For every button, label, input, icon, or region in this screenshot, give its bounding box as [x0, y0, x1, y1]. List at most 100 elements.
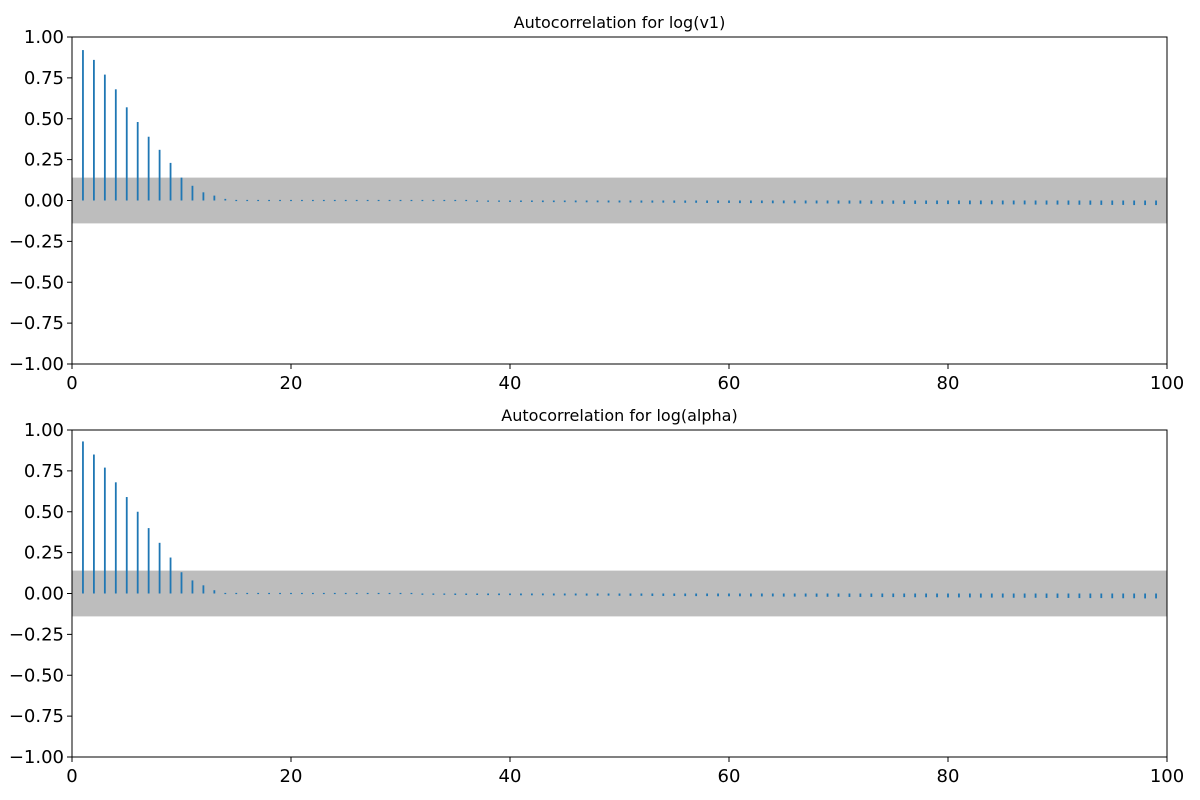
acf-stem: [147, 528, 150, 594]
acf-stem: [169, 162, 172, 201]
acf-stem: [443, 199, 446, 202]
acf-stem: [1111, 593, 1114, 599]
acf-stem: [388, 592, 391, 595]
acf-stem: [574, 593, 577, 596]
acf-stem: [837, 200, 840, 204]
acf-stem: [563, 200, 566, 203]
acf-stem: [760, 200, 763, 204]
acf-stem: [93, 454, 95, 594]
acf-stem: [673, 200, 676, 203]
acf-stem: [125, 107, 128, 201]
acf-stem: [706, 593, 708, 597]
acf-stem: [125, 497, 128, 594]
y-tick-label: 0.50: [24, 109, 64, 130]
acf-stem: [673, 593, 676, 596]
acf-stem: [739, 593, 741, 597]
acf-stem: [1001, 593, 1004, 598]
acf-stem: [826, 593, 829, 597]
acf-stem: [596, 593, 599, 596]
acf-stem: [1056, 593, 1059, 598]
acf-stem: [739, 200, 741, 204]
x-tick-label: 20: [280, 766, 303, 787]
acf-stem: [695, 593, 698, 597]
acf-stem: [377, 199, 380, 202]
acf-stem: [279, 199, 281, 202]
acf-stem: [728, 200, 730, 203]
acf-stem: [509, 593, 511, 596]
acf-stem: [552, 200, 555, 203]
acf-stem: [1122, 593, 1125, 599]
acf-stem: [903, 593, 906, 598]
acf-stem: [1155, 593, 1157, 599]
acf-stem: [114, 89, 117, 201]
acf-stem: [552, 593, 555, 596]
acf-stem: [793, 593, 796, 597]
acf-stem: [114, 482, 117, 594]
acf-stem: [312, 592, 314, 595]
acf-stem: [301, 199, 303, 202]
acf-stem: [399, 199, 402, 202]
acf-stem: [520, 593, 522, 596]
acf-stem: [301, 592, 303, 595]
acf-stem: [717, 593, 719, 597]
acf-stem: [607, 200, 610, 203]
acf-stem: [487, 593, 489, 596]
acf-stem: [870, 200, 873, 204]
acf-stem: [202, 585, 205, 594]
x-tick-label: 80: [937, 373, 960, 394]
x-tick-label: 100: [1150, 373, 1184, 394]
x-tick-label: 80: [937, 766, 960, 787]
acf-stem: [1111, 200, 1114, 205]
acf-stem: [399, 592, 402, 595]
acf-stem: [969, 200, 971, 205]
acf-stem: [93, 59, 95, 201]
acf-stem: [312, 199, 314, 202]
acf-stem: [596, 200, 599, 203]
acf-stem: [498, 200, 500, 202]
acf-stem: [82, 441, 84, 594]
y-tick-label: 0.00: [24, 584, 64, 605]
acf-stem: [651, 593, 654, 596]
acf-stem: [465, 593, 468, 595]
x-tick-label: 60: [718, 766, 741, 787]
acf-stem: [333, 199, 336, 202]
acf-stem: [476, 200, 479, 202]
acf-stem: [1078, 593, 1081, 599]
acf-stem: [388, 199, 391, 202]
acf-stem: [804, 593, 807, 597]
acf-stem: [355, 592, 358, 595]
acf-stem: [1133, 200, 1136, 206]
acf-stem: [629, 593, 632, 596]
acf-stem: [1067, 200, 1070, 205]
acf-stem: [454, 593, 457, 595]
acf-stem: [585, 200, 588, 203]
panel-title: Autocorrelation for log(alpha): [501, 406, 737, 425]
y-tick-label: −1.00: [9, 354, 64, 375]
x-tick-label: 40: [499, 373, 522, 394]
acf-stem: [771, 593, 774, 597]
acf-stem: [290, 592, 292, 595]
acf-stem: [246, 199, 249, 202]
acf-stem: [870, 593, 873, 597]
acf-stem: [487, 200, 489, 202]
acf-stem: [279, 592, 281, 595]
acf-stem: [1144, 200, 1146, 206]
acf-stem: [410, 592, 413, 595]
acf-stem: [969, 593, 971, 598]
acf-stem: [837, 593, 840, 597]
acf-stem: [158, 542, 161, 594]
acf-stem: [103, 467, 106, 594]
acf-stem: [202, 192, 205, 201]
acf-stem: [662, 200, 665, 203]
acf-stem: [1012, 200, 1015, 205]
acf-stem: [520, 200, 522, 202]
acf-stem: [366, 592, 369, 595]
acf-stem: [322, 592, 325, 595]
acf-stem: [1089, 200, 1092, 205]
acf-stem: [848, 593, 851, 597]
y-tick-label: −0.75: [9, 706, 64, 727]
acf-stem: [432, 199, 435, 202]
acf-stem: [979, 200, 982, 205]
acf-stem: [925, 200, 927, 204]
acf-stem: [158, 149, 161, 201]
